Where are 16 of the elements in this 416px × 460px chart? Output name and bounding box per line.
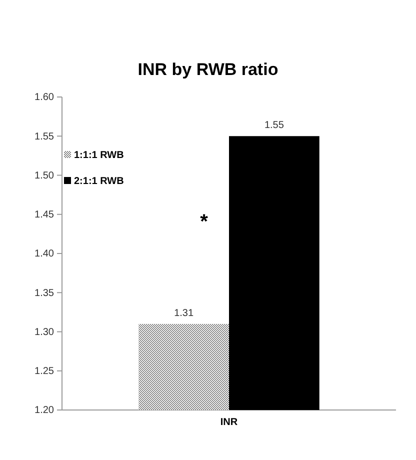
annotation: * [200, 211, 208, 233]
legend-label: 2:1:1 RWB [74, 176, 124, 187]
y-tick-label: 1.35 [34, 288, 54, 299]
data-label: 1.55 [264, 120, 284, 132]
y-tick-label: 1.20 [34, 405, 54, 416]
chart-title: INR by RWB ratio [138, 60, 278, 79]
y-tick-label: 1.50 [34, 170, 54, 182]
legend-label: 1:1:1 RWB [74, 150, 124, 161]
y-tick-label: 1.40 [34, 248, 54, 260]
x-tick-label: INR [220, 417, 238, 428]
y-tick-label: 1.30 [34, 326, 54, 338]
y-tick-label: 1.45 [34, 210, 54, 221]
y-tick-label: 1.55 [34, 131, 54, 142]
data-label: 1.31 [174, 308, 194, 319]
y-tick-label: 1.25 [34, 366, 54, 378]
y-tick-label: 1.60 [34, 92, 54, 104]
